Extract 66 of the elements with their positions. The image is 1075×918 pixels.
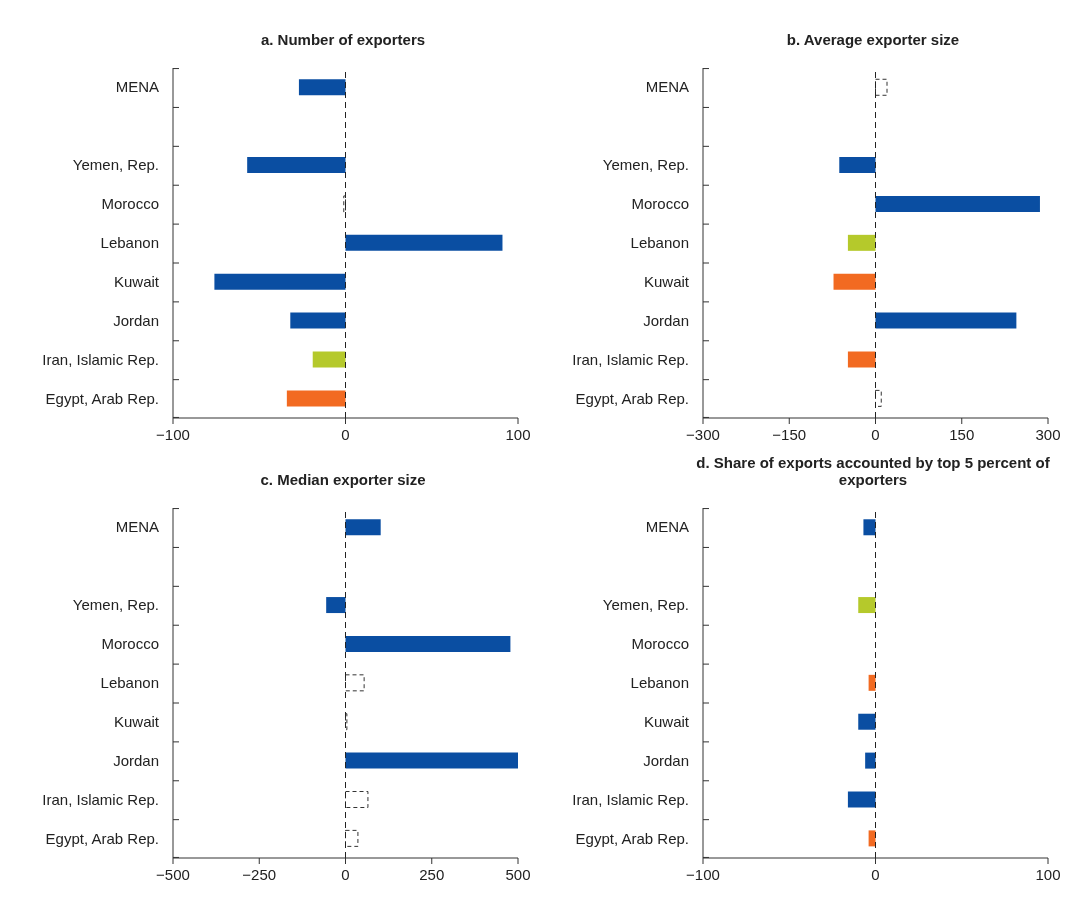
x-tick-label: −500	[156, 866, 190, 883]
y-tick-label: Iran, Islamic Rep.	[572, 790, 689, 808]
x-tick-label: −150	[772, 426, 807, 443]
y-tick-label: Iran, Islamic Rep.	[42, 790, 159, 808]
y-tick-label: Iran, Islamic Rep.	[572, 350, 689, 368]
y-tick-label: Morocco	[631, 635, 689, 653]
bar	[847, 234, 876, 251]
x-tick-label: 0	[871, 426, 880, 443]
y-tick-label: Kuwait	[113, 712, 160, 730]
y-tick-label: Egypt, Arab Rep.	[575, 829, 689, 847]
x-tick-label: 100	[1035, 866, 1061, 883]
x-tick-label: 0	[341, 866, 350, 883]
x-tick-label: 500	[505, 866, 531, 883]
y-tick-label: Lebanon	[100, 234, 159, 251]
y-tick-label: Yemen, Rep.	[602, 596, 689, 614]
y-tick-label: Lebanon	[100, 674, 159, 691]
y-tick-label: Egypt, Arab Rep.	[45, 829, 159, 847]
bar	[875, 78, 888, 96]
x-tick-label: 150	[949, 426, 975, 443]
y-tick-label: Jordan	[113, 311, 159, 329]
y-tick-label: Egypt, Arab Rep.	[575, 389, 689, 407]
x-tick-label: −100	[686, 866, 720, 883]
y-tick-label: Lebanon	[630, 234, 689, 251]
y-tick-label: MENA	[645, 518, 689, 536]
bar	[847, 351, 876, 368]
bar	[345, 752, 518, 769]
chart-title: b. Average exporter size	[785, 30, 961, 48]
y-tick-label: Morocco	[101, 635, 159, 653]
bar	[326, 597, 346, 614]
bar	[345, 674, 365, 692]
y-tick-label: Yemen, Rep.	[602, 156, 689, 174]
y-tick-label: Egypt, Arab Rep.	[45, 389, 159, 407]
chart-title: a. Number of exporters	[259, 30, 427, 48]
x-tick-label: 300	[1035, 426, 1061, 443]
y-tick-label: MENA	[645, 78, 689, 96]
y-tick-label: Morocco	[101, 195, 159, 213]
bar	[345, 519, 381, 536]
chart-title: d. Share of exports accounted by top 5 percent of exporters	[695, 453, 1051, 488]
y-tick-label: Jordan	[113, 751, 159, 769]
y-tick-label: Lebanon	[630, 674, 689, 691]
y-tick-label: Iran, Islamic Rep.	[42, 350, 159, 368]
y-tick-label: Kuwait	[113, 272, 160, 290]
x-tick-label: −250	[242, 866, 277, 883]
bar	[875, 195, 1040, 212]
bar	[875, 312, 1017, 329]
bar	[345, 635, 511, 652]
x-tick-label: −100	[156, 426, 190, 443]
y-tick-label: MENA	[115, 518, 159, 536]
y-tick-label: Yemen, Rep.	[72, 596, 159, 614]
y-tick-label: MENA	[115, 78, 159, 96]
y-tick-label: Kuwait	[643, 272, 690, 290]
y-tick-label: Yemen, Rep.	[72, 156, 159, 174]
chart-title: c. Median exporter size	[259, 470, 427, 488]
bar	[345, 791, 369, 808]
bar	[833, 273, 876, 290]
y-tick-label: Kuwait	[643, 712, 690, 730]
bar	[345, 829, 359, 847]
x-tick-label: 100	[505, 426, 531, 443]
y-tick-label: Jordan	[643, 751, 689, 769]
y-tick-label: Jordan	[643, 311, 689, 329]
bar	[839, 157, 876, 174]
x-tick-label: 250	[419, 866, 445, 883]
y-tick-label: Morocco	[631, 195, 689, 213]
x-tick-label: −300	[686, 426, 720, 443]
x-tick-label: 0	[871, 866, 880, 883]
x-tick-label: 0	[341, 426, 350, 443]
